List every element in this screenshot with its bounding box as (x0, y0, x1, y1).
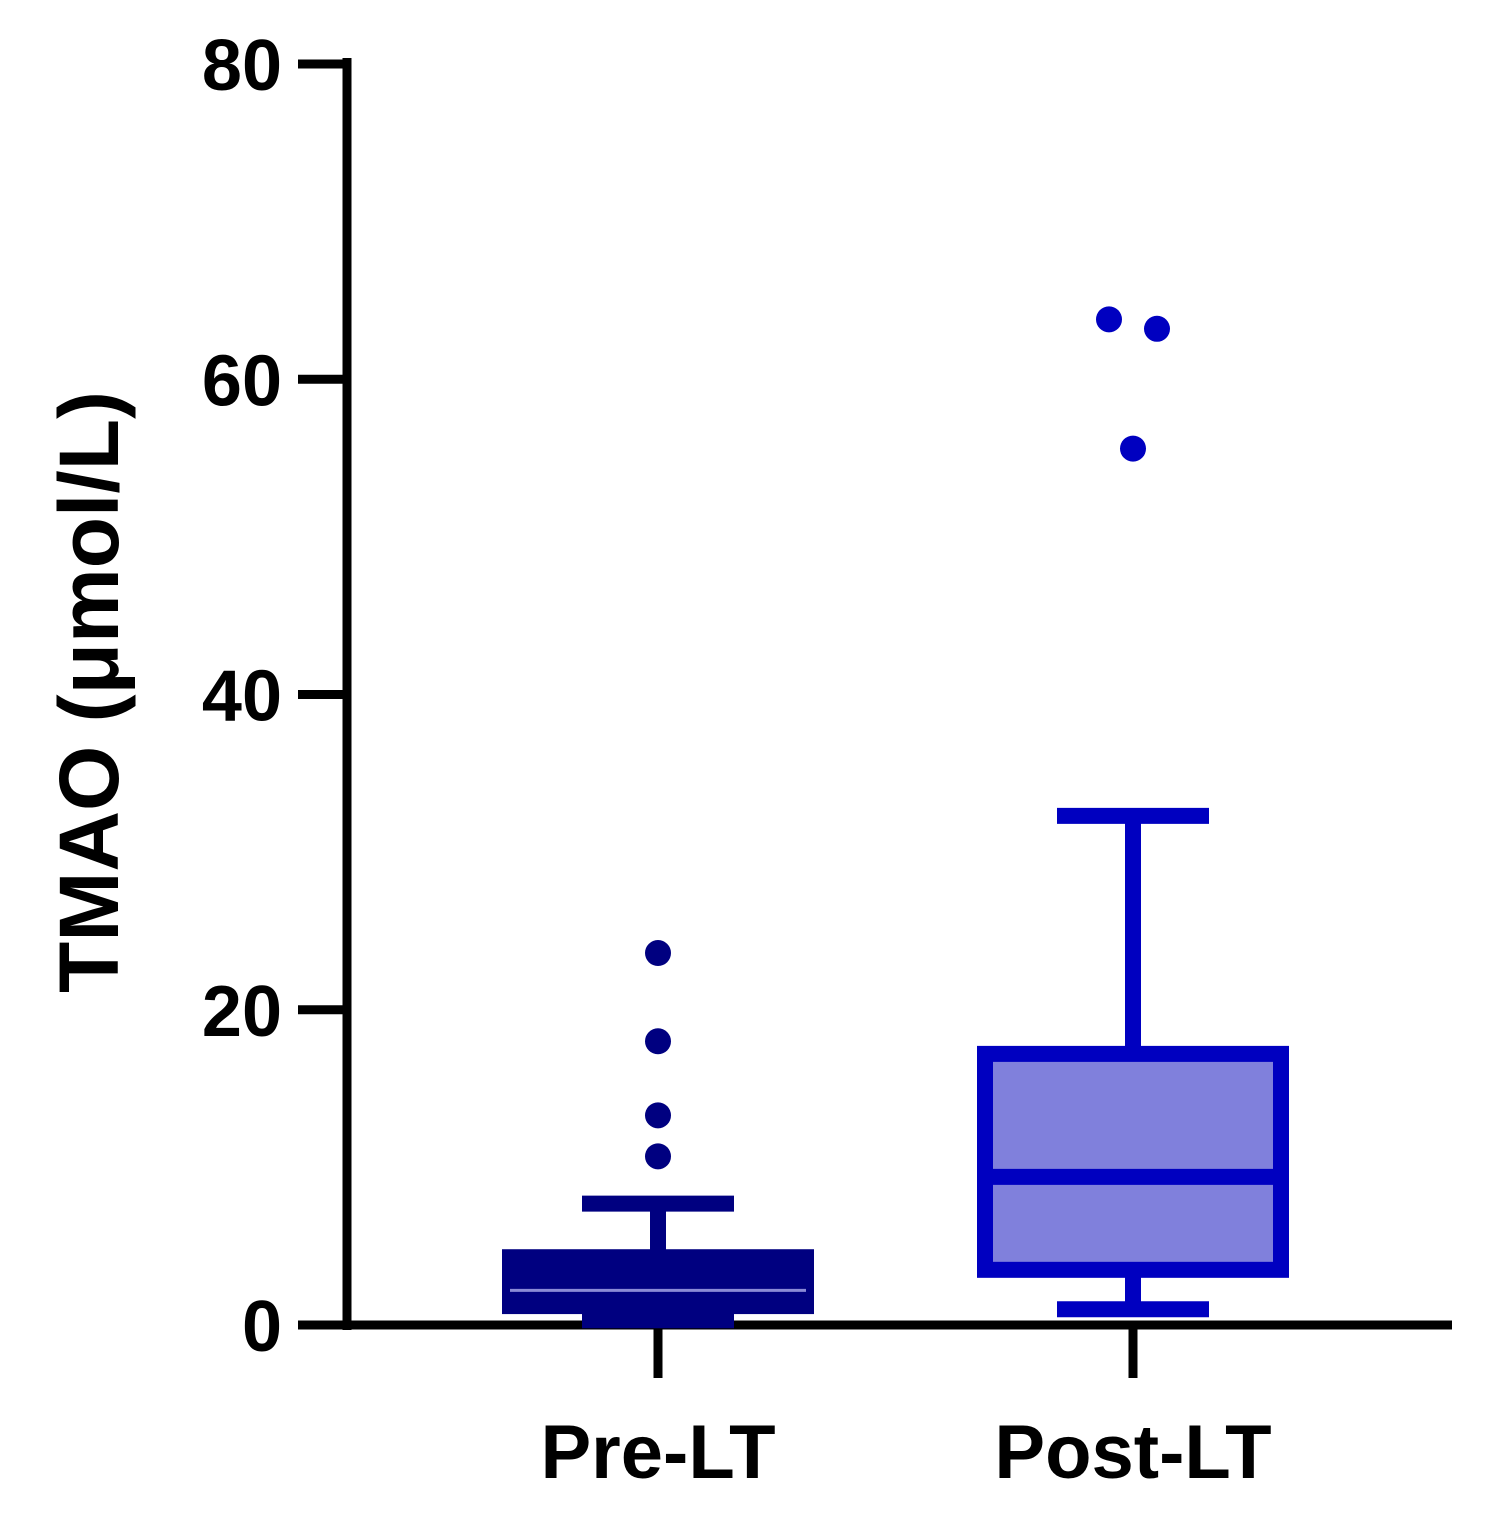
iqr-box (977, 1045, 1289, 1278)
outlier-point (1096, 306, 1122, 333)
y-tick-label: 40 (202, 657, 282, 737)
y-tick-label: 0 (242, 1287, 282, 1367)
y-axis-title: TMAO (μmol/L) (42, 391, 136, 993)
y-tick-label: 20 (202, 972, 282, 1052)
box-post-lt: Post-LT (977, 306, 1289, 1495)
outlier-point (1120, 435, 1146, 462)
outlier-point (645, 940, 671, 967)
y-ticks: 0 20 40 60 80 (202, 26, 347, 1367)
x-category-label: Post-LT (994, 1410, 1271, 1495)
iqr-box (502, 1249, 814, 1315)
outlier-point (1144, 315, 1170, 342)
y-tick-label: 80 (202, 26, 282, 106)
outlier-point (645, 1102, 671, 1129)
outlier-point (645, 1028, 671, 1055)
outlier-point (645, 1143, 671, 1170)
x-category-label: Pre-LT (540, 1410, 775, 1495)
boxes: Pre-LT Post-LT (502, 306, 1289, 1495)
box-pre-lt: Pre-LT (502, 940, 814, 1495)
y-tick-label: 60 (202, 341, 282, 421)
